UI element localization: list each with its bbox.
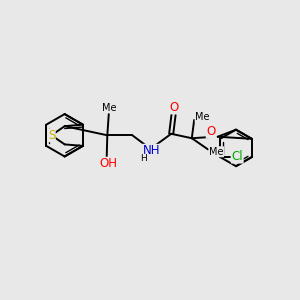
Text: O: O xyxy=(169,101,178,114)
Text: Me: Me xyxy=(101,103,116,112)
Text: Cl: Cl xyxy=(231,150,243,163)
Text: OH: OH xyxy=(99,157,117,170)
Text: H: H xyxy=(140,154,147,163)
Text: Me: Me xyxy=(209,147,224,157)
Text: S: S xyxy=(48,129,55,142)
Text: Me: Me xyxy=(195,112,210,122)
Text: O: O xyxy=(206,125,216,138)
Text: NH: NH xyxy=(142,144,160,158)
